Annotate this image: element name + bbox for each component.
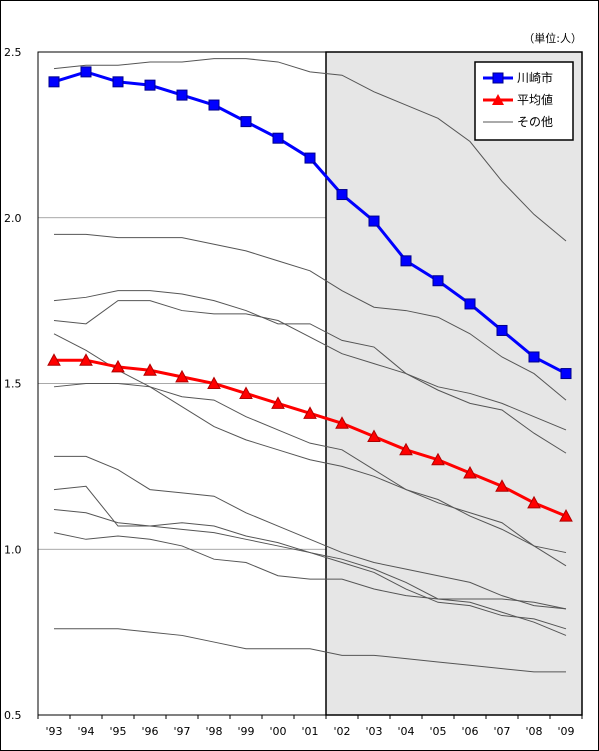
x-tick-label: '97 <box>173 725 190 738</box>
x-tick-label: '96 <box>141 725 158 738</box>
main-series <box>47 66 573 522</box>
data-point-marker <box>143 363 157 376</box>
x-tick-label: '99 <box>237 725 254 738</box>
x-tick-label: '94 <box>77 725 94 738</box>
data-point-marker <box>175 369 189 383</box>
data-point-marker <box>176 89 188 101</box>
data-point-marker <box>432 275 444 287</box>
legend-label: 平均値 <box>517 92 553 107</box>
data-point-marker <box>400 255 412 267</box>
y-tick-label: 0.5 <box>4 709 22 722</box>
other-series-line <box>53 383 567 567</box>
data-point-marker <box>303 406 317 419</box>
other-series-line <box>53 300 567 431</box>
data-point-marker <box>239 386 253 399</box>
x-tick-label: '93 <box>45 725 62 738</box>
data-point-marker <box>528 351 540 363</box>
x-tick-label: '00 <box>269 725 286 738</box>
y-tick-label: 1.5 <box>4 378 22 391</box>
legend-marker <box>492 72 504 84</box>
y-tick-label: 1.0 <box>4 543 22 556</box>
data-point-marker <box>431 452 445 466</box>
x-tick-label: '08 <box>525 725 542 738</box>
other-series-line <box>53 58 567 242</box>
data-point-marker <box>496 324 508 336</box>
x-tick-label: '05 <box>429 725 446 738</box>
x-tick-label: '06 <box>461 725 478 738</box>
data-point-marker <box>80 66 92 78</box>
other-series-line <box>53 508 567 630</box>
data-point-marker <box>335 416 349 429</box>
data-point-marker <box>144 79 156 91</box>
highlight-region <box>325 51 583 716</box>
other-series-line <box>53 290 567 454</box>
x-tick-label: '95 <box>109 725 126 738</box>
data-point-marker <box>208 99 220 111</box>
data-point-marker <box>495 479 509 492</box>
axes: 0.5 1.0 1.5 2.0 2.5 '93 '94 '95 '96 '97 '98 '99 '00 '… <box>4 46 583 738</box>
x-tick-label: '01 <box>301 725 318 738</box>
data-point-marker <box>527 495 541 509</box>
x-tick-label: '09 <box>557 725 574 738</box>
data-point-marker <box>464 298 476 310</box>
y-tick-label: 2.0 <box>4 212 22 225</box>
data-point-marker <box>79 353 93 366</box>
data-point-marker <box>399 442 413 456</box>
x-tick-label: '07 <box>493 725 510 738</box>
data-point-marker <box>304 152 316 164</box>
x-tick-label: '02 <box>333 725 350 738</box>
other-series-line <box>54 233 567 401</box>
y-tick-label: 2.5 <box>4 46 22 59</box>
data-point-marker <box>463 465 477 479</box>
data-point-marker <box>47 353 61 366</box>
data-point-marker <box>207 376 221 389</box>
legend-marker <box>492 94 504 105</box>
x-tick-label: '03 <box>365 725 382 738</box>
other-series-line <box>53 532 567 610</box>
data-point-marker <box>559 509 573 522</box>
data-point-marker <box>48 76 60 88</box>
legend-label: 川崎市 <box>517 70 553 85</box>
data-point-marker <box>271 396 285 409</box>
data-point-marker <box>368 215 380 227</box>
data-point-marker <box>560 368 572 380</box>
other-series-lines <box>53 58 567 673</box>
plot-area-border <box>37 51 583 716</box>
data-point-marker <box>272 132 284 144</box>
other-series-line <box>53 333 567 554</box>
data-point-marker <box>112 76 124 88</box>
data-point-marker <box>367 429 381 443</box>
legend-label: その他 <box>517 115 553 129</box>
unit-label: （単位:人） <box>523 31 582 45</box>
x-tick-label: '98 <box>205 725 222 738</box>
x-tick-label: '04 <box>397 725 414 738</box>
other-series-line <box>54 628 566 673</box>
data-point-marker <box>240 116 252 128</box>
other-series-line <box>54 455 567 610</box>
data-point-marker <box>111 359 125 373</box>
data-point-marker <box>336 189 348 201</box>
